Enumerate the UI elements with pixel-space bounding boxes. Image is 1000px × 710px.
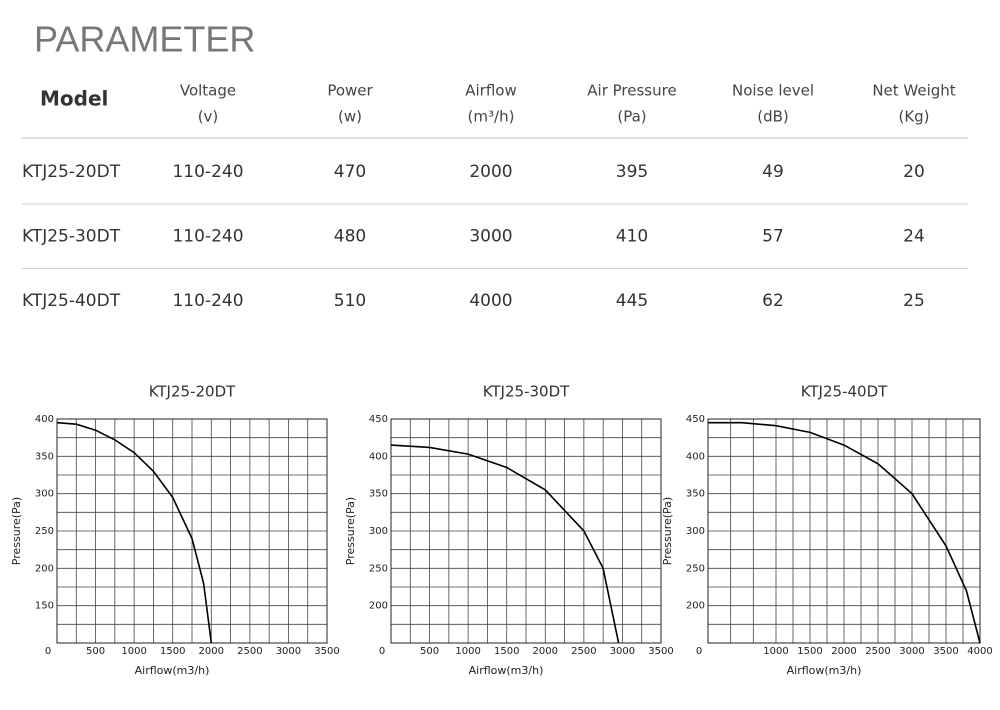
- x-tick-label: 1500: [494, 646, 519, 657]
- table-cell: 395: [616, 162, 648, 182]
- x-tick-label: 0: [379, 646, 385, 657]
- y-tick-label: 400: [686, 451, 705, 462]
- y-tick-label: 400: [35, 414, 54, 425]
- x-tick-label: 3500: [314, 646, 339, 657]
- column-unit: (w): [338, 108, 362, 126]
- plot-frame: [707, 418, 981, 644]
- column-header: Power: [327, 82, 373, 100]
- x-axis-label: Airflow(m3/h): [787, 664, 862, 677]
- x-tick-label: 3500: [648, 646, 673, 657]
- y-tick-label: 350: [369, 489, 388, 500]
- table-cell: 510: [334, 291, 366, 311]
- plot-frame: [390, 418, 662, 644]
- y-axis-label: Pressure(Pa): [661, 497, 674, 565]
- column-header: Noise level: [732, 82, 814, 100]
- y-tick-label: 200: [686, 601, 705, 612]
- table-cell: 410: [616, 227, 648, 247]
- table-cell: 445: [616, 291, 648, 311]
- chart-title: KTJ25-20DT: [149, 383, 236, 401]
- y-axis-label: Pressure(Pa): [344, 497, 357, 565]
- table-cell: 2000: [469, 162, 512, 182]
- y-tick-label: 250: [35, 526, 54, 537]
- x-tick-label: 3000: [610, 646, 635, 657]
- x-tick-label: 2500: [237, 646, 262, 657]
- x-tick-label: 1000: [455, 646, 480, 657]
- x-tick-label: 4000: [967, 646, 992, 657]
- table-cell: 470: [334, 162, 366, 182]
- table-cell: 62: [762, 291, 784, 311]
- page-title: PARAMETER: [34, 19, 255, 60]
- table-cell: 110-240: [172, 291, 243, 311]
- y-tick-label: 200: [369, 601, 388, 612]
- chart-title: KTJ25-30DT: [483, 383, 570, 401]
- x-tick-label: 0: [45, 646, 51, 657]
- y-tick-label: 150: [35, 601, 54, 612]
- column-header: Voltage: [180, 82, 236, 100]
- column-header: Net Weight: [872, 82, 955, 100]
- table-cell: 110-240: [172, 162, 243, 182]
- column-header: Air Pressure: [587, 82, 676, 100]
- plot-frame: [56, 418, 328, 644]
- y-tick-label: 450: [369, 414, 388, 425]
- table-cell: KTJ25-40DT: [22, 291, 121, 311]
- y-tick-label: 400: [369, 451, 388, 462]
- chart-title: KTJ25-40DT: [801, 383, 888, 401]
- y-tick-label: 350: [686, 489, 705, 500]
- y-tick-label: 450: [686, 414, 705, 425]
- y-tick-label: 250: [686, 563, 705, 574]
- table-cell: 4000: [469, 291, 512, 311]
- y-tick-label: 200: [35, 563, 54, 574]
- column-unit: (Pa): [617, 108, 646, 126]
- x-tick-label: 2000: [831, 646, 856, 657]
- x-tick-label: 3500: [933, 646, 958, 657]
- x-tick-label: 1500: [160, 646, 185, 657]
- y-tick-label: 300: [369, 526, 388, 537]
- column-header: Airflow: [465, 82, 517, 100]
- x-tick-label: 1500: [797, 646, 822, 657]
- table-cell: 110-240: [172, 227, 243, 247]
- y-tick-label: 350: [35, 451, 54, 462]
- y-tick-label: 250: [369, 563, 388, 574]
- x-tick-label: 2000: [533, 646, 558, 657]
- x-tick-label: 2500: [571, 646, 596, 657]
- table-cell: 49: [762, 162, 784, 182]
- x-axis-label: Airflow(m3/h): [135, 664, 210, 677]
- table-cell: 480: [334, 227, 366, 247]
- column-unit: (dB): [757, 108, 789, 126]
- x-tick-label: 2000: [199, 646, 224, 657]
- table-cell: 57: [762, 227, 784, 247]
- column-unit: (m³/h): [468, 108, 515, 126]
- column-unit: (Kg): [898, 108, 929, 126]
- x-tick-label: 0: [696, 646, 702, 657]
- table-cell: KTJ25-20DT: [22, 162, 121, 182]
- column-header: Model: [40, 87, 108, 111]
- pressure-curve: [390, 444, 620, 644]
- table-cell: 25: [903, 291, 925, 311]
- x-tick-label: 1000: [121, 646, 146, 657]
- x-tick-label: 3000: [276, 646, 301, 657]
- y-tick-label: 300: [686, 526, 705, 537]
- pressure-curve: [56, 421, 213, 644]
- x-axis-label: Airflow(m3/h): [469, 664, 544, 677]
- x-tick-label: 500: [420, 646, 439, 657]
- x-tick-label: 3000: [899, 646, 924, 657]
- table-cell: 24: [903, 227, 925, 247]
- pressure-curve: [708, 421, 981, 644]
- x-tick-label: 500: [86, 646, 105, 657]
- table-cell: 20: [903, 162, 925, 182]
- y-axis-label: Pressure(Pa): [10, 497, 23, 565]
- table-cell: 3000: [469, 227, 512, 247]
- column-unit: (v): [198, 108, 219, 126]
- y-tick-label: 300: [35, 489, 54, 500]
- x-tick-label: 2500: [865, 646, 890, 657]
- table-cell: KTJ25-30DT: [22, 227, 121, 247]
- x-tick-label: 1000: [763, 646, 788, 657]
